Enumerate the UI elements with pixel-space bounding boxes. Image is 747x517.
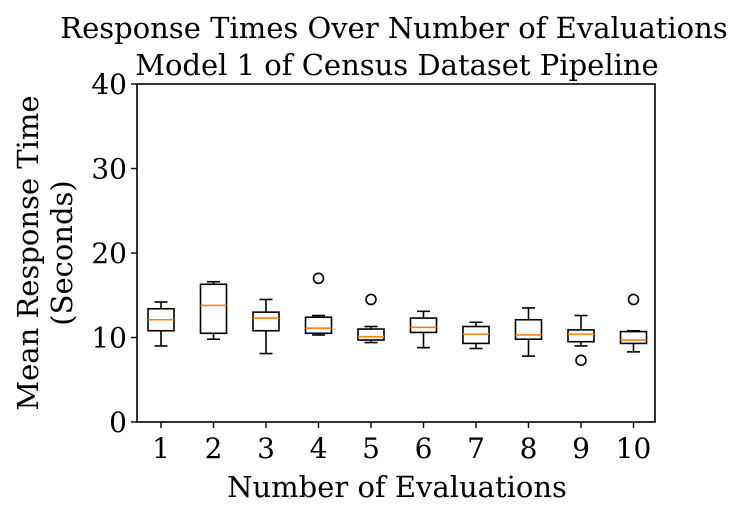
chart-title-line1: Response Times Over Number of Evaluation… bbox=[60, 11, 727, 45]
x-tick-label: 6 bbox=[415, 432, 433, 465]
box bbox=[619, 330, 648, 345]
axes-frame bbox=[136, 83, 656, 423]
x-tick-label: 8 bbox=[520, 432, 538, 465]
flier-point bbox=[575, 354, 587, 367]
y-tick-label: 10 bbox=[91, 322, 127, 355]
x-tick-label: 5 bbox=[362, 432, 380, 465]
x-tick-label: 7 bbox=[467, 432, 485, 465]
y-tick-label: 30 bbox=[91, 153, 127, 186]
y-axis-label: Mean Response Time (Seconds) bbox=[11, 95, 79, 410]
flier-point bbox=[627, 293, 640, 306]
y-axis-label-line1: Mean Response Time bbox=[11, 95, 45, 410]
box bbox=[252, 311, 280, 332]
y-tick-label: 40 bbox=[91, 68, 127, 101]
x-tick-label: 10 bbox=[616, 432, 652, 465]
x-tick-label: 2 bbox=[205, 432, 223, 465]
box bbox=[304, 316, 333, 335]
plot-area: 0 10 20 30 40 1 2 3 4 5 6 7 8 9 10 bbox=[91, 68, 651, 465]
x-tick-label: 3 bbox=[257, 432, 275, 465]
x-tick-label: 4 bbox=[310, 432, 328, 465]
x-tick-label: 1 bbox=[152, 432, 170, 465]
chart-title-line2: Model 1 of Census Dataset Pipeline bbox=[135, 48, 658, 82]
box bbox=[199, 283, 228, 335]
flier-point bbox=[312, 272, 325, 285]
x-axis-label: Number of Evaluations bbox=[227, 470, 567, 504]
y-axis-label-line2: (Seconds) bbox=[45, 180, 79, 325]
box bbox=[567, 329, 595, 343]
box bbox=[357, 328, 385, 341]
box bbox=[462, 325, 490, 345]
y-tick-label: 0 bbox=[109, 406, 127, 439]
x-tick-label: 9 bbox=[572, 432, 590, 465]
y-tick-label: 20 bbox=[91, 237, 127, 270]
box bbox=[409, 317, 438, 334]
flier-point bbox=[365, 293, 377, 306]
box bbox=[514, 318, 543, 340]
